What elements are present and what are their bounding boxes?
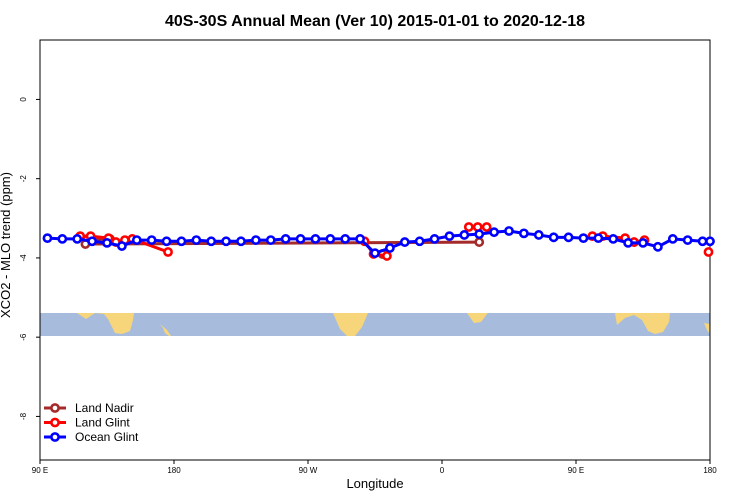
y-tick-label: -2: [19, 175, 28, 183]
ocean-glint-point: [414, 236, 425, 247]
ocean-glint-point: [146, 235, 157, 245]
y-tick-label: -6: [19, 333, 28, 341]
ocean-glint-point: [705, 236, 715, 247]
x-axis: 90 E 180 90 W 0 90 E 180: [32, 460, 717, 475]
land-nadir-point: [474, 237, 485, 247]
ocean-glint-point: [295, 234, 306, 244]
map-land-nz-left: [160, 324, 171, 336]
land-glint-point: [163, 247, 173, 257]
ocean-glint-point: [42, 233, 53, 244]
ocean-glint-point: [504, 226, 514, 236]
x-tick-label: 0: [440, 466, 445, 475]
ocean-glint-point: [563, 232, 574, 243]
ocean-glint-point: [325, 234, 336, 244]
ocean-glint-point: [384, 243, 395, 253]
legend-label-land-nadir: Land Nadir: [75, 401, 134, 415]
ocean-glint-point: [355, 234, 366, 244]
y-tick-label: -8: [19, 412, 28, 420]
ocean-glint-point: [638, 237, 648, 248]
ocean-glint-point: [57, 234, 68, 244]
legend-marker-ocean-glint: [50, 432, 60, 442]
land-glint-point: [481, 222, 492, 232]
land-glint-point: [703, 247, 714, 257]
ocean-glint-point: [236, 236, 246, 247]
ocean-glint-point: [474, 229, 485, 240]
y-tick-label: -4: [19, 254, 28, 262]
ocean-glint-point: [623, 237, 634, 248]
ocean-glint-point: [131, 235, 142, 245]
ocean-glint-point: [608, 234, 619, 244]
ocean-glint-point: [102, 237, 112, 248]
x-tick-label: 180: [703, 466, 717, 475]
ocean-glint-point: [652, 241, 663, 252]
legend-label-land-glint: Land Glint: [75, 416, 130, 430]
legend-label-ocean-glint: Ocean Glint: [75, 430, 139, 444]
map-land-australia-left: [77, 313, 134, 334]
ocean-glint-point: [578, 233, 589, 244]
ocean-glint-point: [533, 230, 544, 240]
ocean-glint-point: [340, 234, 351, 244]
ocean-glint-point: [429, 234, 440, 244]
ocean-glint-point: [593, 233, 604, 244]
legend-marker-land-nadir: [50, 403, 60, 413]
ocean-glint-point: [250, 235, 261, 245]
map-ocean: [40, 313, 710, 336]
x-tick-label: 180: [167, 466, 181, 475]
ocean-glint-point: [489, 227, 500, 238]
ocean-glint-point: [176, 236, 187, 247]
ocean-glint-point: [161, 236, 172, 247]
map-land-africa: [467, 313, 488, 323]
ocean-glint-point: [518, 228, 529, 239]
ocean-glint-line: [47, 229, 710, 255]
background-map-band: [40, 313, 710, 336]
y-axis-title: XCO2 - MLO trend (ppm): [0, 172, 13, 318]
x-axis-title: Longitude: [346, 476, 403, 491]
y-axis: 0 -2 -4 -6 -8: [19, 97, 40, 420]
ocean-glint-point: [682, 235, 693, 245]
ocean-glint-point: [667, 234, 678, 244]
ocean-glint-point: [370, 248, 380, 259]
ocean-glint-point: [116, 241, 127, 251]
ocean-glint-point: [444, 231, 455, 242]
land-glint-point: [463, 222, 474, 232]
ocean-glint-point: [191, 235, 202, 245]
ocean-glint-point: [280, 234, 291, 244]
legend-marker-land-glint: [50, 417, 60, 428]
map-land-australia-right: [615, 313, 670, 334]
x-tick-label: 90 E: [568, 466, 584, 475]
ocean-glint-point: [265, 235, 276, 245]
ocean-glint-point: [697, 236, 708, 247]
ocean-glint-point: [206, 236, 217, 247]
ocean-glint-point: [87, 236, 98, 247]
map-land-south-america: [333, 313, 368, 336]
chart-title: 40S-30S Annual Mean (Ver 10) 2015-01-01 …: [165, 13, 585, 30]
ocean-glint-point: [72, 234, 83, 244]
land-glint-point: [382, 251, 392, 261]
ocean-glint-point: [548, 232, 559, 243]
ocean-glint-point: [399, 237, 410, 247]
ocean-glint-point: [221, 236, 232, 247]
x-tick-label: 90 E: [32, 466, 48, 475]
ocean-glint-point: [310, 234, 321, 244]
y-tick-label: 0: [19, 97, 28, 102]
ocean-glint-point: [459, 230, 470, 240]
map-land-nz-right: [704, 323, 710, 334]
x-tick-label: 90 W: [299, 466, 318, 475]
series-layer: [42, 222, 715, 261]
